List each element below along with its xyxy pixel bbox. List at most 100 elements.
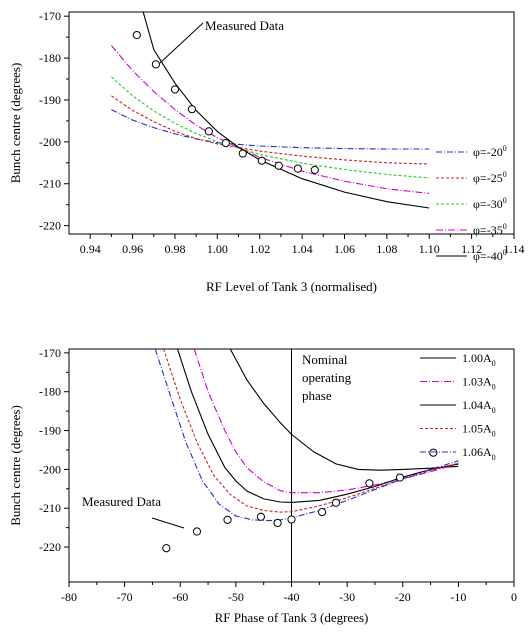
series-line-4 [110, 45, 430, 194]
legend-label-superscript: 0 [503, 222, 507, 231]
y-tick-label: -180 [39, 385, 61, 399]
x-tick-label: -10 [450, 590, 466, 604]
y-tick-label: -220 [39, 540, 61, 554]
nominal-phase-label: phase [302, 388, 332, 403]
x-tick-label: -20 [395, 590, 411, 604]
measured-data-point [221, 139, 230, 148]
measured-data-label: Measured Data [82, 494, 161, 509]
measured-data-point [365, 479, 374, 488]
legend-label-text: φ=-30 [473, 197, 503, 211]
y-tick-label: -210 [39, 177, 61, 191]
legend-label-text: 1.05A [462, 422, 492, 436]
x-tick-label: -40 [284, 590, 300, 604]
series-line-1 [111, 109, 430, 150]
legend-label-text: 1.06A [462, 445, 492, 459]
legend-label-subscript: 0 [492, 383, 496, 392]
series-line-5 [142, 12, 430, 209]
measured-data-point [273, 518, 282, 528]
measured-data-point [256, 512, 266, 521]
x-tick-label: 1.00 [207, 242, 228, 256]
x-tick-label: -50 [228, 590, 244, 604]
measured-data-point [132, 30, 141, 40]
measured-data-point [204, 127, 213, 136]
measured-data-point [238, 149, 247, 158]
legend-label-text: φ=-20 [473, 145, 503, 159]
nominal-phase-label: operating [302, 370, 352, 385]
y-tick-label: -170 [39, 346, 61, 360]
x-tick-label: -60 [172, 590, 188, 604]
legend-label: φ=-200 [473, 144, 507, 159]
measured-data-point [151, 60, 160, 69]
legend-label-subscript: 0 [492, 453, 496, 462]
series-line-2 [111, 95, 430, 165]
nominal-phase-label: Nominal [302, 352, 348, 367]
measured-data-point [170, 85, 180, 94]
legend-label: 1.03A0 [462, 375, 496, 392]
measured-data-pointer [159, 22, 204, 64]
measured-data-point [429, 448, 438, 457]
y-tick-label: -200 [39, 135, 61, 149]
x-tick-label: 1.06 [334, 242, 355, 256]
legend-label-superscript: 0 [503, 170, 507, 179]
x-tick-label: 1.02 [249, 242, 270, 256]
legend-label-text: φ=-40 [473, 249, 503, 263]
legend-label: φ=-400 [473, 248, 507, 263]
series-line-3 [176, 349, 459, 503]
measured-data-markers [132, 30, 319, 175]
measured-data-pointer [151, 517, 185, 529]
x-axis-title: RF Phase of Tank 3 (degrees) [215, 610, 369, 625]
y-tick-label: -190 [39, 93, 61, 107]
legend-label: φ=-350 [473, 222, 507, 237]
x-tick-label: -30 [339, 590, 355, 604]
measured-data-point [317, 507, 327, 517]
y-tick-label: -170 [39, 9, 61, 23]
measured-data-point [162, 544, 171, 553]
series-line-1 [229, 349, 459, 471]
measured-data-point [257, 156, 266, 165]
legend-label: φ=-250 [473, 170, 507, 185]
measured-data-label: Measured Data [205, 18, 284, 33]
measured-data-point [331, 498, 341, 507]
y-tick-label: -210 [39, 501, 61, 515]
chart-2: -80 -70 -60 -50 -40 -30 -20 -10 0 -170 -180 -190 -20… [8, 346, 517, 625]
legend-label-subscript: 0 [492, 406, 496, 415]
y-tick-label: -200 [39, 462, 61, 476]
y-tick-label: -220 [39, 219, 61, 233]
legend-label-superscript: 0 [503, 144, 507, 153]
legend-label-superscript: 0 [503, 248, 507, 257]
y-axis-title: Bunch centre (degrees) [8, 63, 23, 184]
measured-data-point [223, 515, 232, 524]
legend-label: φ=-300 [473, 196, 507, 211]
x-axis-title: RF Level of Tank 3 (normalised) [206, 279, 377, 294]
measured-data-point [287, 515, 296, 524]
measured-data-point [293, 164, 302, 173]
y-axis-title: Bunch centre (degrees) [8, 405, 23, 526]
x-tick-label: 1.08 [376, 242, 397, 256]
plot-frame [68, 11, 515, 235]
measured-data-point [187, 105, 197, 114]
legend-label-text: 1.03A [462, 375, 492, 389]
legend-label-subscript: 0 [492, 359, 496, 368]
legend-label-text: φ=-25 [473, 171, 503, 185]
measured-data-markers [162, 448, 438, 553]
legend-label: 1.06A0 [462, 445, 496, 462]
legend-label-text: φ=-35 [473, 223, 503, 237]
x-tick-label: 1.12 [461, 242, 482, 256]
x-tick-label: 1.10 [419, 242, 440, 256]
y-tick-label: -180 [39, 51, 61, 65]
y-tick-label: -190 [39, 424, 61, 438]
legend-label: 1.05A0 [462, 422, 496, 439]
series-line-3 [111, 76, 430, 179]
x-tick-label: -70 [117, 590, 133, 604]
x-tick-label: 0 [511, 590, 517, 604]
legend-label-subscript: 0 [492, 430, 496, 439]
x-tick-label: 0.94 [80, 242, 101, 256]
legend-label: 1.04A0 [462, 398, 496, 415]
x-tick-label: 1.04 [292, 242, 313, 256]
measured-data-point [274, 161, 283, 170]
legend-label-text: 1.00A [462, 351, 492, 365]
legend-label-superscript: 0 [503, 196, 507, 205]
